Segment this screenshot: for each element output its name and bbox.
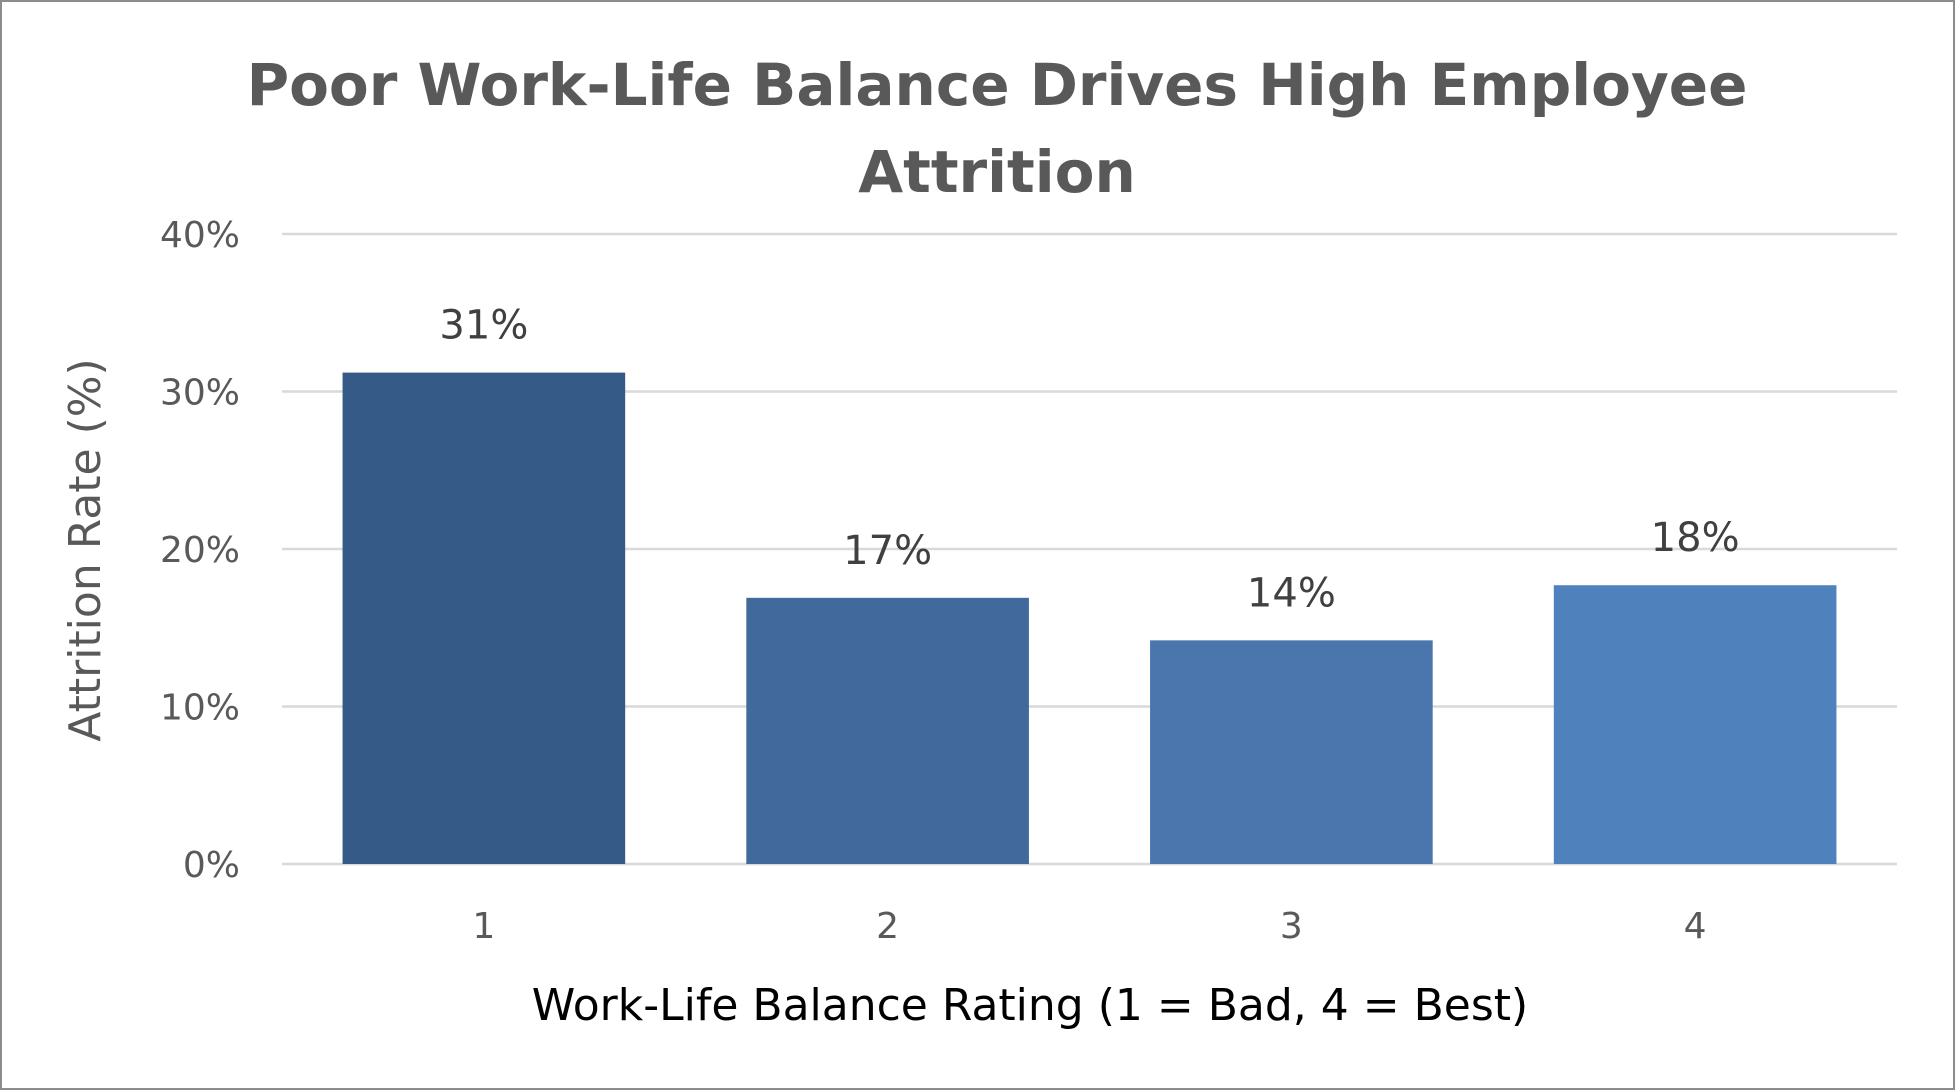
- y-axis-title: Attrition Rate (%): [60, 358, 111, 741]
- bar-rating-3: [1150, 640, 1433, 864]
- bar-rating-2: [746, 597, 1029, 864]
- data-label-rating-1: 31%: [439, 303, 528, 349]
- x-axis-title: Work-Life Balance Rating (1 = Bad, 4 = B…: [532, 980, 1528, 1031]
- y-tick-label: 0%: [183, 845, 240, 886]
- y-tick-label: 20%: [160, 530, 240, 571]
- bar-rating-1: [342, 372, 626, 864]
- bars: [342, 372, 1837, 864]
- data-label-rating-2: 17%: [843, 528, 932, 574]
- y-tick-label: 30%: [160, 373, 240, 414]
- x-tick-label: 4: [1684, 906, 1707, 947]
- x-axis-tick-labels: 1 2 3 4: [472, 906, 1706, 947]
- chart-title: Poor Work-Life Balance Drives High Emplo…: [247, 51, 1748, 206]
- y-axis-tick-labels: 0% 10% 20% 30% 40%: [160, 215, 240, 886]
- x-tick-label: 2: [876, 906, 899, 947]
- data-label-rating-4: 18%: [1651, 515, 1740, 561]
- chart-title-line-2: Attrition: [858, 138, 1136, 206]
- x-tick-label: 3: [1280, 906, 1303, 947]
- y-tick-label: 40%: [160, 215, 240, 256]
- data-label-rating-3: 14%: [1247, 570, 1336, 616]
- y-tick-label: 10%: [160, 688, 240, 729]
- x-tick-label: 1: [472, 906, 495, 947]
- bar-rating-4: [1553, 585, 1837, 864]
- data-labels: 31% 17% 14% 18%: [439, 303, 1739, 617]
- chart-title-line-1: Poor Work-Life Balance Drives High Emplo…: [247, 51, 1748, 119]
